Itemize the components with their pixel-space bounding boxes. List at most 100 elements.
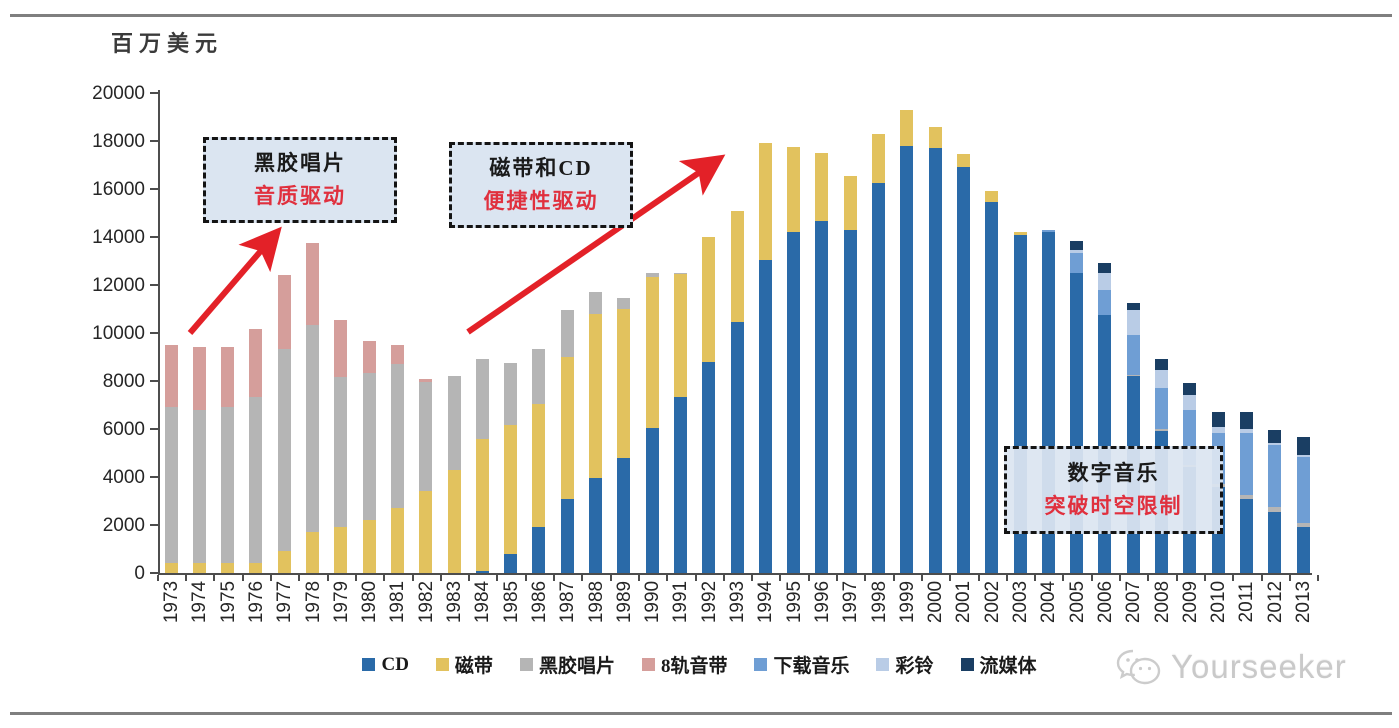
bar-segment-黑胶唱片-2012 [1268,507,1282,512]
x-axis-year-label: 1975 [217,580,239,624]
x-axis-tick [1062,575,1065,581]
x-axis-tick [609,575,612,581]
legend-swatch [435,658,449,671]
x-axis-year-label: 1995 [783,580,805,624]
x-axis-tick [1260,575,1263,581]
bar-segment-黑胶唱片-1983 [447,376,461,470]
x-axis-year-label: 1974 [189,580,211,624]
bar-segment-黑胶唱片-1990 [645,273,659,277]
bar-segment-8轨音带-1977 [277,275,291,349]
bar-segment-彩铃-2012 [1268,442,1282,446]
bar-segment-8轨音带-1979 [334,319,348,378]
bar-segment-CD-2000 [928,148,942,573]
bar-segment-8轨音带-1978 [306,243,319,325]
legend-swatch [960,658,974,671]
bar-segment-彩铃-2011 [1239,429,1253,433]
legend-label: 磁带 [454,656,493,677]
y-axis-tick-label: 6000 [102,419,145,440]
x-axis-tick [949,575,952,581]
x-axis-tick [496,575,499,581]
x-axis-tick [1175,575,1178,581]
x-axis-year-label: 1998 [868,580,890,624]
x-axis-year-label: 1976 [245,580,267,624]
y-axis-tick [150,476,158,478]
bar-segment-CD-1986 [532,527,546,573]
x-axis-year-label: 2002 [981,580,1003,624]
bar-segment-磁带-1983 [447,469,461,573]
bar-segment-磁带-1974 [192,563,206,573]
x-axis-tick [977,575,980,581]
x-axis-year-label: 1979 [330,580,352,624]
bar-segment-CD-2011 [1239,498,1253,573]
legend-swatch [754,658,768,671]
bar-segment-彩铃-2006 [1098,273,1112,290]
bar-segment-黑胶唱片-1974 [192,409,206,564]
x-axis-tick [354,575,357,581]
bar-segment-磁带-1997 [843,175,857,230]
bar-segment-8轨音带-1976 [249,329,263,397]
bar-segment-磁带-1999 [900,109,914,146]
y-axis-tick [150,332,158,334]
y-axis-tick-label: 2000 [102,515,145,536]
watermark-text: Yourseeker [1171,648,1347,685]
x-axis-year-label: 2005 [1066,580,1088,624]
x-axis-year-label: 2008 [1151,580,1173,624]
x-axis-tick [1232,575,1235,581]
bar-segment-磁带-1988 [589,313,602,479]
bar-segment-流媒体-2010 [1211,412,1225,427]
bar-segment-彩铃-2009 [1183,395,1197,410]
legend-swatch [362,658,376,671]
x-axis-year-label: 2011 [1236,581,1258,623]
bar-segment-黑胶唱片-1977 [277,348,291,552]
bar-segment-下载音乐-2005 [1070,252,1084,273]
bar-segment-CD-1997 [843,229,857,573]
x-axis-tick [156,575,159,581]
annotation-title: 黑胶唱片 [254,151,346,176]
x-axis-tick [1034,575,1037,581]
bar-segment-8轨音带-1973 [164,345,178,408]
bar-segment-CD-1993 [730,322,744,573]
x-axis-year-label: 1983 [444,580,465,624]
bar-segment-彩铃-2008 [1155,370,1168,389]
y-axis-tick [150,428,158,430]
y-axis-tick [150,380,158,382]
bar-segment-黑胶唱片-2011 [1239,495,1253,499]
x-axis-tick [411,575,414,581]
x-axis-year-label: 2001 [953,580,975,624]
x-axis-year-label: 1993 [727,580,748,624]
annotation-box-vinyl: 黑胶唱片 音质驱动 [203,137,397,223]
bar-segment-磁带-1985 [504,425,518,554]
x-axis-line [158,573,1312,575]
y-axis-line [158,90,160,575]
top-divider [10,14,1392,17]
bar-segment-黑胶唱片-1975 [221,407,235,564]
bar-segment-磁带-2002 [985,191,999,203]
bar-segment-磁带-1993 [730,210,744,323]
annotation-subtitle: 突破时空限制 [1044,494,1183,518]
bar-segment-彩铃-2005 [1070,250,1084,253]
bar-segment-CD-2013 [1296,527,1310,573]
x-axis-tick [241,575,244,581]
bar-segment-8轨音带-1981 [390,345,404,365]
bar-segment-磁带-1986 [532,403,546,528]
legend-item-8轨音带: 8轨音带 [641,651,727,678]
legend-label: 流媒体 [979,656,1037,677]
bar-segment-磁带-2001 [956,154,970,168]
x-axis-year-label: 2004 [1038,580,1060,624]
x-axis-year-label: 1977 [274,580,296,624]
bar-segment-磁带-1982 [419,491,433,573]
y-axis-tick [150,524,158,526]
bar-segment-黑胶唱片-1988 [589,292,602,314]
legend-item-磁带: 磁带 [435,651,493,678]
bar-segment-磁带-1976 [249,563,263,573]
x-axis-year-label: 1990 [642,580,664,624]
bar-segment-流媒体-2005 [1070,240,1084,251]
bar-segment-流媒体-2011 [1239,412,1253,429]
bar-segment-磁带-1973 [164,563,178,573]
bar-segment-CD-1995 [787,232,801,573]
bar-segment-黑胶唱片-1973 [164,407,178,564]
x-axis-tick [722,575,725,581]
bar-segment-磁带-1991 [673,274,687,397]
x-axis-tick [1203,575,1206,581]
